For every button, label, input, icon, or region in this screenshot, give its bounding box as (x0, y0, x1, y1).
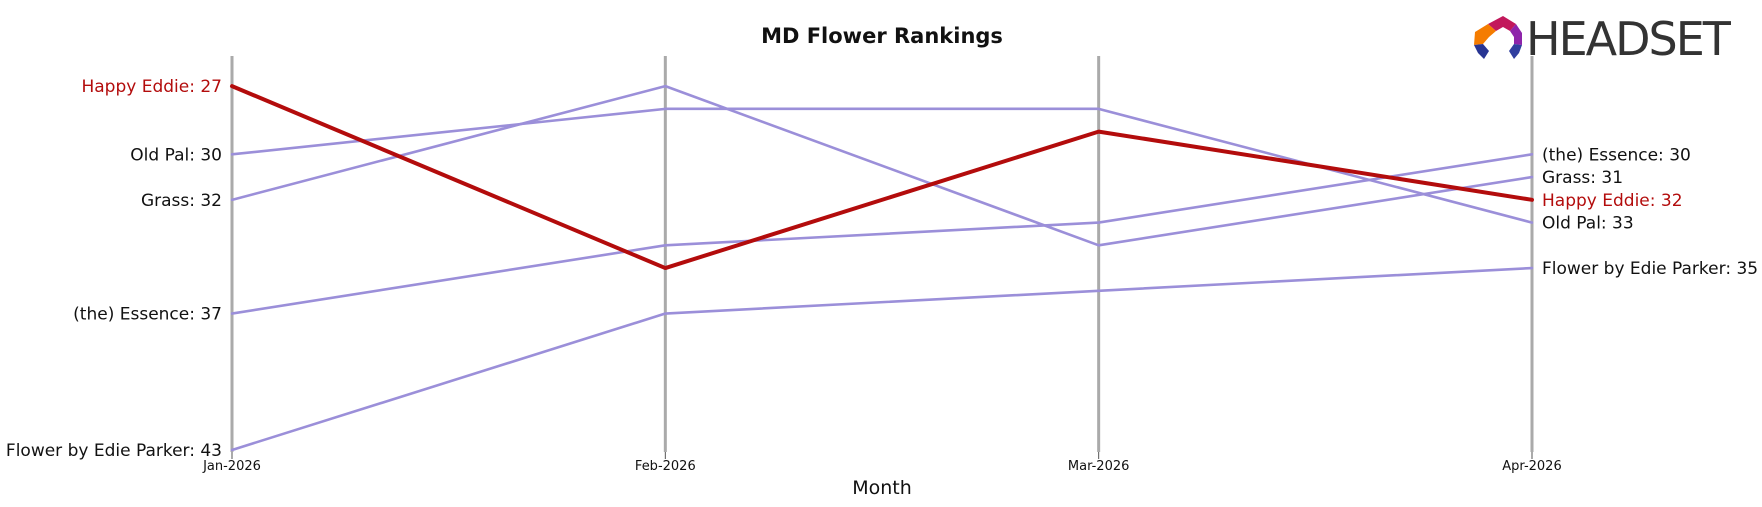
start-rank-label: Happy Eddie: 27 (81, 77, 222, 97)
logo-text: HEADSET (1526, 12, 1732, 66)
end-rank-label: Old Pal: 33 (1542, 214, 1634, 234)
axes-layer: Jan-2026 Feb-2026 Mar-2026 Apr-2026 (202, 56, 1562, 474)
start-rank-label: Old Pal: 30 (130, 145, 222, 165)
headset-logo: HEADSET (1474, 12, 1734, 66)
labels-layer: Happy Eddie: 27 Happy Eddie: 32 Old Pal: 3… (6, 77, 1758, 461)
chart-title: MD Flower Rankings (761, 24, 1003, 48)
x-tick-label: Apr-2026 (1502, 459, 1561, 474)
start-rank-label: Flower by Edie Parker: 43 (6, 441, 222, 461)
series-layer (230, 84, 1534, 452)
logo-mark-icon (1474, 16, 1522, 59)
start-rank-label: Grass: 32 (141, 191, 222, 211)
start-rank-label: (the) Essence: 37 (73, 305, 222, 325)
series-line (230, 84, 1534, 271)
series-line (230, 266, 1534, 452)
series-line (230, 84, 1534, 247)
end-rank-label: Flower by Edie Parker: 35 (1542, 259, 1758, 279)
end-rank-label: Happy Eddie: 32 (1542, 191, 1683, 211)
end-rank-label: (the) Essence: 30 (1542, 145, 1691, 165)
series-line (230, 153, 1534, 315)
x-tick-label: Mar-2026 (1068, 459, 1129, 474)
x-tick-label: Jan-2026 (202, 459, 261, 474)
x-tick-label: Feb-2026 (635, 459, 696, 474)
end-rank-label: Grass: 31 (1542, 168, 1623, 188)
x-axis-label: Month (852, 477, 912, 499)
